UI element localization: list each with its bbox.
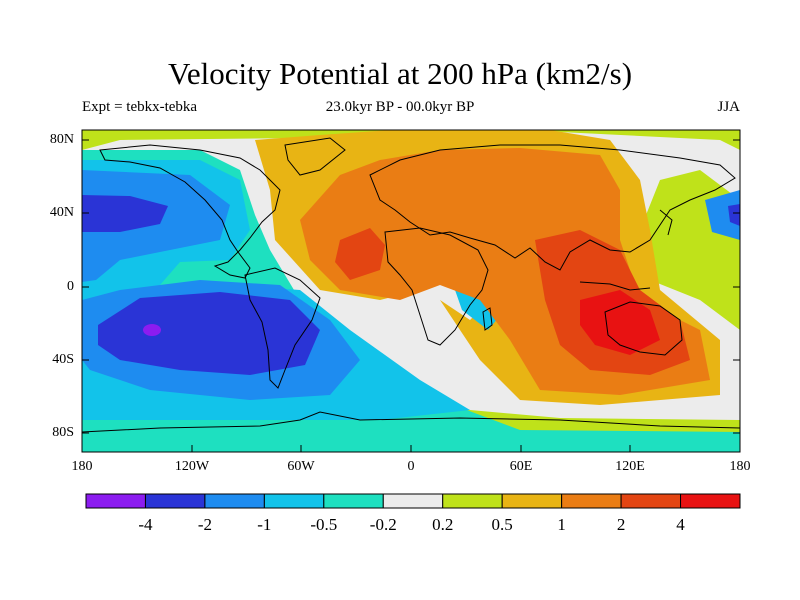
period-label: 23.0kyr BP - 00.0kyr BP [325, 99, 475, 115]
colorbar-swatch [382, 493, 444, 509]
colorbar-swatch [204, 493, 265, 509]
y-label-40s: 40S [52, 352, 74, 367]
plot-title: Velocity Potential at 200 hPa (km2/s) [167, 56, 633, 91]
colorbar-label: -1 [257, 515, 272, 534]
coastlines [82, 137, 740, 433]
colorbar-label: 2 [616, 515, 626, 534]
colorbar-swatch [263, 493, 325, 509]
colorbar-swatch [501, 493, 563, 509]
season-label: JJA [717, 99, 740, 115]
colorbar-swatch [323, 493, 384, 509]
y-label-0: 0 [67, 279, 74, 294]
x-label-0: 0 [407, 459, 415, 474]
x-label-120e: 120E [615, 459, 645, 474]
colorbar-swatch [85, 493, 146, 509]
colorbar [85, 493, 741, 509]
y-label-80n: 80N [49, 132, 74, 147]
colorbar-label: -2 [197, 515, 212, 534]
x-label-180e: 180 [729, 459, 751, 474]
colorbar-label: 0.2 [432, 515, 454, 534]
colorbar-swatch [620, 493, 682, 509]
experiment-label: Expt = tebkx-tebka [82, 99, 198, 115]
colorbar-label: 0.5 [491, 515, 513, 534]
colorbar-label: -0.2 [369, 515, 397, 534]
x-label-180w: 180 [71, 459, 93, 474]
colorbar-swatch [442, 493, 503, 509]
colorbar-swatch [561, 493, 622, 509]
x-ticks [81, 445, 741, 452]
colorbar-label: -4 [138, 515, 153, 534]
x-label-120w: 120W [174, 459, 210, 474]
y-label-80s: 80S [52, 425, 74, 440]
colorbar-label: 1 [557, 515, 566, 534]
colorbar-swatch [680, 493, 741, 509]
colorbar-label: -0.5 [310, 515, 338, 534]
x-label-60w: 60W [287, 459, 315, 474]
colorbar-label: 4 [676, 515, 685, 534]
y-label-40n: 40N [49, 205, 74, 220]
x-label-60e: 60E [509, 459, 533, 474]
colorbar-swatch [144, 493, 206, 509]
y-ticks [82, 139, 740, 434]
